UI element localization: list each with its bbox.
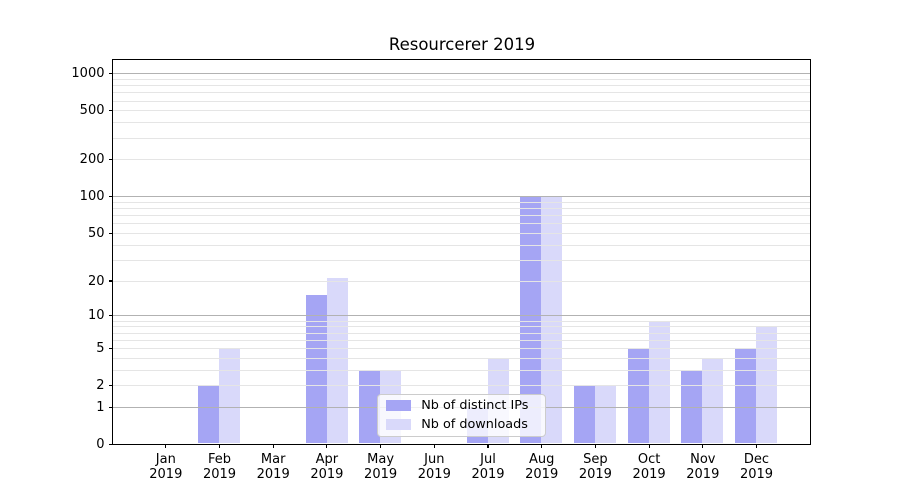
x-tick-label-may: May 2019 xyxy=(364,452,398,482)
bar-oct-series1 xyxy=(648,320,670,444)
x-tick-mark-apr xyxy=(326,444,328,449)
bar-nov-series1 xyxy=(702,357,724,444)
x-tick-label-nov: Nov 2019 xyxy=(686,452,720,482)
legend: Nb of distinct IPs Nb of downloads xyxy=(377,393,547,437)
x-tick-mark-aug xyxy=(541,444,543,449)
minor-gridline-50 xyxy=(113,233,810,235)
x-tick-mark-dec xyxy=(755,444,758,449)
plot-area: Nb of distinct IPs Nb of downloads xyxy=(113,60,810,444)
chart-title: Resourcerer 2019 xyxy=(388,35,536,54)
x-tick-label-apr: Apr 2019 xyxy=(310,452,344,482)
y-tick-mark-5 xyxy=(108,347,112,349)
y-tick-mark-200 xyxy=(108,159,112,161)
legend-label-downloads: Nb of downloads xyxy=(421,417,528,433)
x-tick-label-dec: Dec 2019 xyxy=(739,452,774,482)
x-tick-mark-may xyxy=(380,444,382,449)
y-tick-mark-1000 xyxy=(108,72,112,75)
y-tick-label-5: 5 xyxy=(96,340,105,356)
y-tick-mark-10 xyxy=(108,315,112,317)
minor-gridline-80 xyxy=(113,208,810,210)
x-tick-mark-sep xyxy=(594,444,596,449)
x-tick-mark-jul xyxy=(487,444,489,449)
x-tick-mark-feb xyxy=(218,444,221,449)
x-tick-label-jul: Jul 2019 xyxy=(471,452,505,482)
x-tick-label-oct: Oct 2019 xyxy=(632,452,666,482)
x-tick-mark-mar xyxy=(272,444,274,449)
legend-row-distinct-ips: Nb of distinct IPs xyxy=(386,398,537,413)
minor-gridline-700 xyxy=(113,92,810,94)
y-tick-label-20: 20 xyxy=(87,273,105,289)
minor-gridline-400 xyxy=(113,122,810,124)
y-tick-label-1000: 1000 xyxy=(71,65,105,81)
y-tick-label-100: 100 xyxy=(79,189,105,205)
minor-gridline-2 xyxy=(113,385,810,387)
minor-gridline-70 xyxy=(113,215,810,217)
y-tick-mark-100 xyxy=(108,196,112,198)
y-tick-label-500: 500 xyxy=(79,103,105,119)
y-tick-label-0: 0 xyxy=(96,437,105,453)
legend-swatch-downloads xyxy=(386,419,412,431)
x-tick-mark-oct xyxy=(648,444,650,449)
minor-gridline-90 xyxy=(113,201,810,203)
bar-sep-series0 xyxy=(574,385,596,444)
y-tick-label-2: 2 xyxy=(96,378,105,394)
minor-gridline-5 xyxy=(113,348,810,350)
minor-gridline-800 xyxy=(113,85,810,87)
y-tick-mark-2 xyxy=(108,384,112,387)
minor-gridline-20 xyxy=(113,280,810,282)
minor-gridline-8 xyxy=(113,326,810,328)
x-tick-label-sep: Sep 2019 xyxy=(578,452,612,482)
x-tick-mark-jun xyxy=(433,444,435,449)
major-gridline-1000 xyxy=(113,73,810,75)
minor-gridline-900 xyxy=(113,78,810,80)
x-tick-label-feb: Feb 2019 xyxy=(202,452,237,482)
legend-label-distinct-ips: Nb of distinct IPs xyxy=(421,398,529,414)
minor-gridline-7 xyxy=(113,332,810,334)
bar-feb-series1 xyxy=(219,348,241,444)
minor-gridline-9 xyxy=(113,320,810,322)
bar-feb-series0 xyxy=(198,385,220,444)
y-tick-mark-1 xyxy=(108,406,112,408)
x-tick-label-jan: Jan 2019 xyxy=(149,452,183,482)
x-tick-label-mar: Mar 2019 xyxy=(256,452,290,482)
x-tick-mark-jan xyxy=(165,444,167,449)
y-tick-label-50: 50 xyxy=(87,225,105,241)
y-tick-mark-20 xyxy=(108,280,112,282)
legend-row-downloads: Nb of downloads xyxy=(386,417,537,432)
minor-gridline-200 xyxy=(113,159,810,161)
x-tick-label-jun: Jun 2019 xyxy=(417,452,451,482)
bar-dec-series0 xyxy=(735,348,757,444)
minor-gridline-40 xyxy=(113,244,810,246)
minor-gridline-60 xyxy=(113,223,810,225)
y-tick-mark-50 xyxy=(108,232,112,234)
minor-gridline-6 xyxy=(113,339,810,341)
y-tick-label-200: 200 xyxy=(79,152,105,168)
bar-may-series0 xyxy=(359,369,381,444)
minor-gridline-300 xyxy=(113,137,810,139)
y-tick-mark-500 xyxy=(108,110,112,112)
bar-apr-series1 xyxy=(326,278,348,444)
minor-gridline-3 xyxy=(113,369,810,371)
bar-aug-series1 xyxy=(541,196,563,444)
y-tick-label-10: 10 xyxy=(87,308,105,324)
y-tick-label-1: 1 xyxy=(96,399,105,415)
x-tick-label-aug: Aug 2019 xyxy=(525,452,559,482)
minor-gridline-30 xyxy=(113,259,810,261)
bar-oct-series0 xyxy=(627,348,649,444)
major-gridline-100 xyxy=(113,196,810,198)
x-tick-mark-nov xyxy=(702,444,704,449)
axes-frame: Nb of distinct IPs Nb of downloads xyxy=(112,58,812,445)
bar-dec-series1 xyxy=(756,326,778,444)
major-gridline-10 xyxy=(113,315,810,317)
bar-apr-series0 xyxy=(305,295,327,444)
minor-gridline-500 xyxy=(113,110,810,112)
bar-aug-series0 xyxy=(520,196,542,444)
bar-sep-series1 xyxy=(595,385,617,444)
minor-gridline-600 xyxy=(113,100,810,102)
bar-nov-series0 xyxy=(681,369,703,444)
minor-gridline-4 xyxy=(113,357,810,359)
y-tick-mark-0 xyxy=(108,444,112,446)
legend-swatch-distinct-ips xyxy=(386,400,412,412)
